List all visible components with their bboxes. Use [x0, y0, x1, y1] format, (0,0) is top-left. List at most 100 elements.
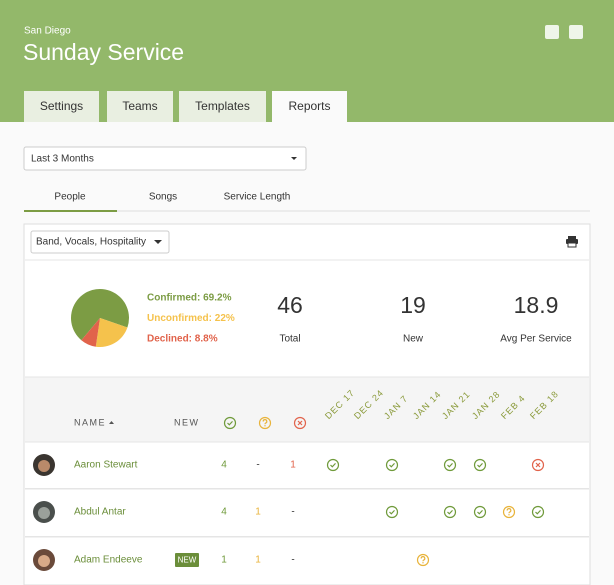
stat-value: 18.9 — [514, 292, 559, 318]
icon-ring — [293, 416, 307, 430]
location: San Diego — [24, 26, 71, 37]
caret — [291, 157, 297, 160]
confirmed-icon — [443, 505, 457, 519]
confirmed-icon — [385, 505, 399, 519]
avatar-face — [38, 555, 50, 567]
icon-glyph — [477, 462, 483, 468]
icon-glyph — [447, 509, 453, 515]
pie-slice — [81, 318, 100, 347]
tab[interactable] — [107, 91, 173, 122]
pie-legend-label: Confirmed: 69.2% — [147, 293, 232, 304]
icon-glyph — [420, 556, 426, 562]
unconfirmed-count: 1 — [255, 555, 261, 566]
new-badge — [175, 553, 199, 567]
tab[interactable] — [272, 91, 347, 122]
date-range-select[interactable] — [23, 146, 307, 171]
unconfirmed-icon — [502, 505, 516, 519]
unconfirmed-icon — [258, 416, 272, 430]
new-badge-label: NEW — [178, 556, 197, 565]
delete-button[interactable] — [569, 25, 583, 39]
declined-icon — [293, 416, 307, 430]
pie-slice — [71, 289, 129, 341]
confirmed-icon — [473, 505, 487, 519]
confirmed-icon — [531, 505, 545, 519]
confirmed-icon — [443, 458, 457, 472]
declined-icon — [531, 458, 545, 472]
icon-glyph — [389, 509, 395, 515]
tab-label: Reports — [288, 99, 330, 113]
confirmed-icon — [385, 458, 399, 472]
confirmed-icon — [223, 416, 237, 430]
icon-ring — [531, 505, 545, 519]
person-name[interactable]: Adam Endeeve — [74, 555, 143, 566]
confirmed-icon — [473, 458, 487, 472]
stat-label: New — [403, 334, 424, 345]
icon-glyph — [297, 420, 303, 426]
person-name[interactable]: Aaron Stewart — [74, 460, 138, 471]
avatar-face — [38, 460, 50, 472]
subtab[interactable]: People — [54, 192, 86, 203]
page-title: Sunday Service — [23, 39, 184, 65]
avatar-face — [38, 507, 50, 519]
icon-ring — [385, 505, 399, 519]
table-header — [25, 377, 589, 442]
icon-ring — [443, 458, 457, 472]
tab-label: Templates — [195, 99, 250, 113]
new-column-header: NEW — [174, 417, 200, 427]
name-column-header[interactable]: NAME — [74, 417, 106, 427]
icon-glyph — [262, 419, 268, 425]
icon-ring — [473, 505, 487, 519]
icon-glyph — [447, 462, 453, 468]
icon-dot — [264, 425, 266, 427]
icon-glyph — [535, 509, 541, 515]
declined-count: 1 — [290, 460, 296, 471]
stat-value: 19 — [400, 292, 426, 318]
icon-dot — [422, 562, 424, 564]
icon-ring — [385, 458, 399, 472]
tab[interactable] — [179, 91, 266, 122]
declined-count: - — [291, 555, 294, 566]
icon-glyph — [227, 420, 233, 426]
header-button[interactable] — [545, 25, 559, 39]
confirmed-count: 1 — [221, 555, 227, 566]
icon-glyph — [535, 462, 541, 468]
person-name[interactable]: Abdul Antar — [74, 507, 126, 518]
date-range-value: Last 3 Months — [31, 154, 94, 165]
unconfirmed-count: - — [256, 460, 259, 471]
icon-dot — [508, 514, 510, 516]
print-button[interactable] — [566, 236, 578, 248]
team-filter-value: Band, Vocals, Hospitality — [36, 237, 146, 248]
confirmed-icon — [326, 458, 340, 472]
stat-label: Avg Per Service — [500, 334, 572, 345]
icon-ring — [223, 416, 237, 430]
icon-glyph — [477, 509, 483, 515]
icon-ring — [258, 416, 272, 430]
icon-ring — [443, 505, 457, 519]
icon-ring — [502, 505, 516, 519]
team-filter-select[interactable] — [30, 230, 170, 254]
icon-ring — [473, 458, 487, 472]
unconfirmed-icon — [416, 553, 430, 567]
icon-glyph — [506, 508, 512, 514]
tab[interactable] — [24, 91, 99, 122]
icon-ring — [326, 458, 340, 472]
declined-count: - — [291, 507, 294, 518]
stat-label: Total — [279, 334, 300, 345]
confirmed-count: 4 — [221, 460, 227, 471]
pie-legend-label: Unconfirmed: 22% — [147, 313, 235, 324]
icon-ring — [416, 553, 430, 567]
pie-legend-label: Declined: 8.8% — [147, 334, 218, 345]
tab-label: Settings — [40, 99, 83, 113]
subtab[interactable]: Songs — [149, 192, 177, 203]
caret — [154, 240, 162, 244]
confirmed-count: 4 — [221, 507, 227, 518]
stat-value: 46 — [277, 292, 303, 318]
subtab[interactable]: Service Length — [224, 192, 291, 203]
icon-ring — [531, 458, 545, 472]
pie-slice — [95, 318, 128, 347]
tab-label: Teams — [122, 99, 157, 113]
sort-arrow — [109, 421, 114, 424]
icon-glyph — [330, 462, 336, 468]
unconfirmed-count: 1 — [255, 507, 261, 518]
